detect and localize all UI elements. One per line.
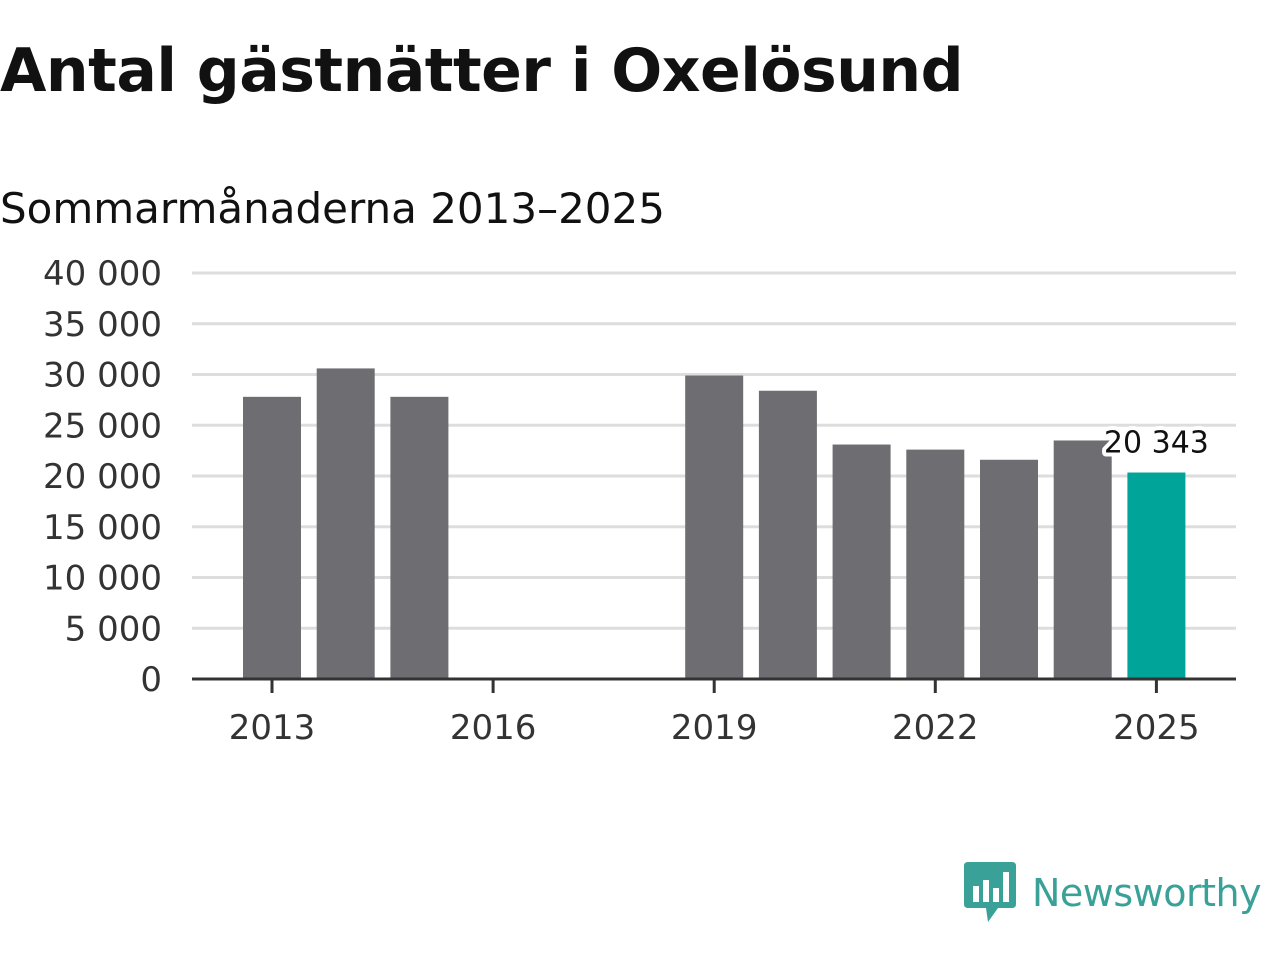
bars — [243, 368, 1186, 679]
newsworthy-chart-icon — [964, 862, 1016, 922]
y-tick-label: 15 000 — [43, 508, 162, 548]
y-tick-label: 5 000 — [65, 609, 162, 649]
chart-subtitle: Sommarmånaderna 2013–2025 — [0, 184, 665, 233]
bar-2019 — [685, 375, 744, 679]
y-tick-label: 30 000 — [43, 356, 162, 396]
y-tick-label: 40 000 — [43, 254, 162, 294]
bar-2020 — [758, 390, 817, 679]
brand-name: Newsworthy — [1032, 871, 1262, 915]
y-tick-label: 35 000 — [43, 305, 162, 345]
bar-2024 — [1053, 440, 1112, 679]
bar-2023 — [980, 459, 1038, 679]
x-tick-label: 2025 — [1113, 708, 1200, 748]
bar-2025 — [1127, 472, 1186, 679]
x-axis-ticks: 2013 2016 2019 2022 2025 — [229, 679, 1200, 748]
y-tick-label: 20 000 — [43, 457, 162, 497]
bar-2015 — [390, 396, 449, 679]
bar-chart: 0 5 000 10 000 15 000 20 000 25 000 30 000 35 0… — [43, 254, 1236, 748]
x-tick-label: 2019 — [671, 708, 758, 748]
bar-2013 — [243, 396, 301, 679]
y-tick-label: 10 000 — [43, 559, 162, 599]
x-tick-label: 2013 — [229, 708, 316, 748]
data-label: 20 343 — [1104, 426, 1209, 461]
y-tick-label: 25 000 — [43, 406, 162, 446]
chart-title: Antal gästnätter i Oxelösund — [0, 36, 964, 106]
y-tick-label: 0 — [140, 660, 162, 700]
x-tick-label: 2016 — [450, 708, 537, 748]
data-label-halo: 20 343 — [1104, 426, 1209, 461]
bar-2014 — [316, 368, 375, 679]
newsworthy-logo: Newsworthy — [964, 862, 1262, 924]
bar-2022 — [906, 449, 965, 679]
y-axis-ticks: 0 5 000 10 000 15 000 20 000 25 000 30 000 35 0… — [43, 254, 162, 700]
bar-2021 — [832, 444, 891, 679]
x-tick-label: 2022 — [892, 708, 979, 748]
